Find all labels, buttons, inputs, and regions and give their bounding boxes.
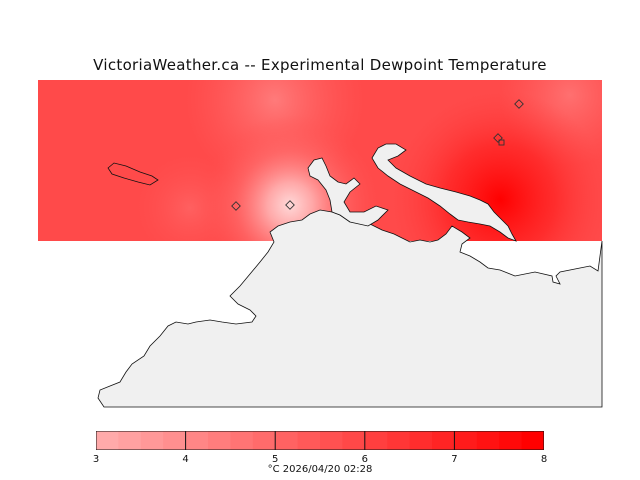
saanich-peninsula [307, 157, 389, 227]
colorbar [96, 431, 544, 450]
colorbar-step [140, 431, 164, 450]
colorbar-step [208, 431, 231, 450]
colorbar-step [454, 431, 478, 450]
colorbar-step [409, 431, 433, 450]
colorbar-ticks [185, 431, 455, 450]
colorbar-tick-label: 6 [361, 454, 368, 465]
colorbar-tick-label: 3 [92, 454, 100, 465]
colorbar-step [252, 431, 276, 450]
colorbar-step [96, 431, 119, 450]
colorbar-step [364, 431, 388, 450]
colorbar-tick-label: 5 [272, 454, 279, 465]
north-arm-landmass [371, 143, 517, 242]
colorbar-step [499, 431, 523, 450]
station-northeast-1 [514, 99, 524, 109]
colorbar-step [275, 431, 299, 450]
land-mass [97, 209, 603, 408]
station-markers [231, 99, 524, 211]
colorbar-step [476, 431, 500, 450]
colorbar-step [320, 431, 343, 450]
colorbar-step [297, 431, 321, 450]
colorbar-tick-label: 8 [540, 454, 548, 465]
colorbar-step [342, 431, 366, 450]
colorbar-steps [96, 431, 544, 450]
colorbar-tick-label: 7 [451, 454, 458, 465]
station-central [285, 200, 295, 210]
legend-caption: °C 2026/04/20 02:28 [267, 464, 373, 475]
colorbar-step [230, 431, 254, 450]
colorbar-step [118, 431, 142, 450]
map-title: VictoriaWeather.ca -- Experimental Dewpo… [93, 56, 547, 74]
colorbar-step [521, 431, 544, 450]
colorbar-tick-label: 4 [182, 454, 189, 465]
station-northeast-3 [498, 139, 505, 146]
western-islet [107, 162, 159, 186]
station-west [231, 201, 241, 211]
colorbar-step [185, 431, 209, 450]
colorbar-step [432, 431, 455, 450]
colorbar-step [387, 431, 411, 450]
colorbar-step [163, 431, 187, 450]
